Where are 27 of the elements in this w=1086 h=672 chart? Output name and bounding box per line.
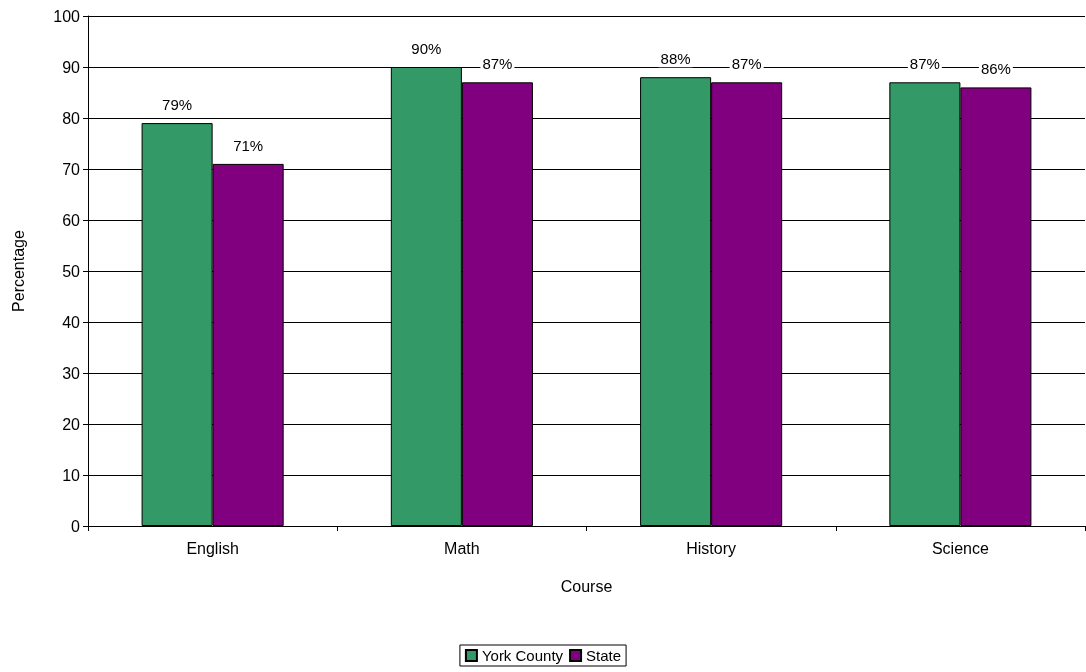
data-label: 87% xyxy=(482,55,513,73)
data-label: 87% xyxy=(731,55,762,73)
y-tick-label: 0 xyxy=(71,517,81,535)
legend-label: York County xyxy=(481,647,564,664)
y-tick-label: 40 xyxy=(62,313,81,331)
data-label: 79% xyxy=(162,96,193,114)
y-tick-label: 50 xyxy=(62,262,81,280)
data-label: 87% xyxy=(909,55,940,73)
data-label: 71% xyxy=(233,136,264,154)
x-axis-title: Course xyxy=(560,577,613,595)
y-tick-label: 90 xyxy=(62,58,81,76)
y-tick-label: 60 xyxy=(62,211,81,229)
y-tick-label: 30 xyxy=(62,364,81,382)
x-tick-label: History xyxy=(686,539,737,557)
data-label: 88% xyxy=(660,50,691,68)
x-tick-label: Math xyxy=(444,539,480,557)
y-tick-label: 100 xyxy=(53,7,81,25)
y-tick-label: 80 xyxy=(62,109,81,127)
x-tick-label: English xyxy=(186,539,239,557)
data-label: 90% xyxy=(411,40,442,57)
y-tick-label: 10 xyxy=(62,466,81,484)
y-tick-label: 20 xyxy=(62,415,81,433)
data-label: 86% xyxy=(980,60,1011,78)
x-tick-label: Science xyxy=(931,539,989,557)
y-axis-title: Percentage xyxy=(9,229,27,312)
y-tick-label: 70 xyxy=(62,160,81,178)
legend-label: State xyxy=(586,647,622,664)
